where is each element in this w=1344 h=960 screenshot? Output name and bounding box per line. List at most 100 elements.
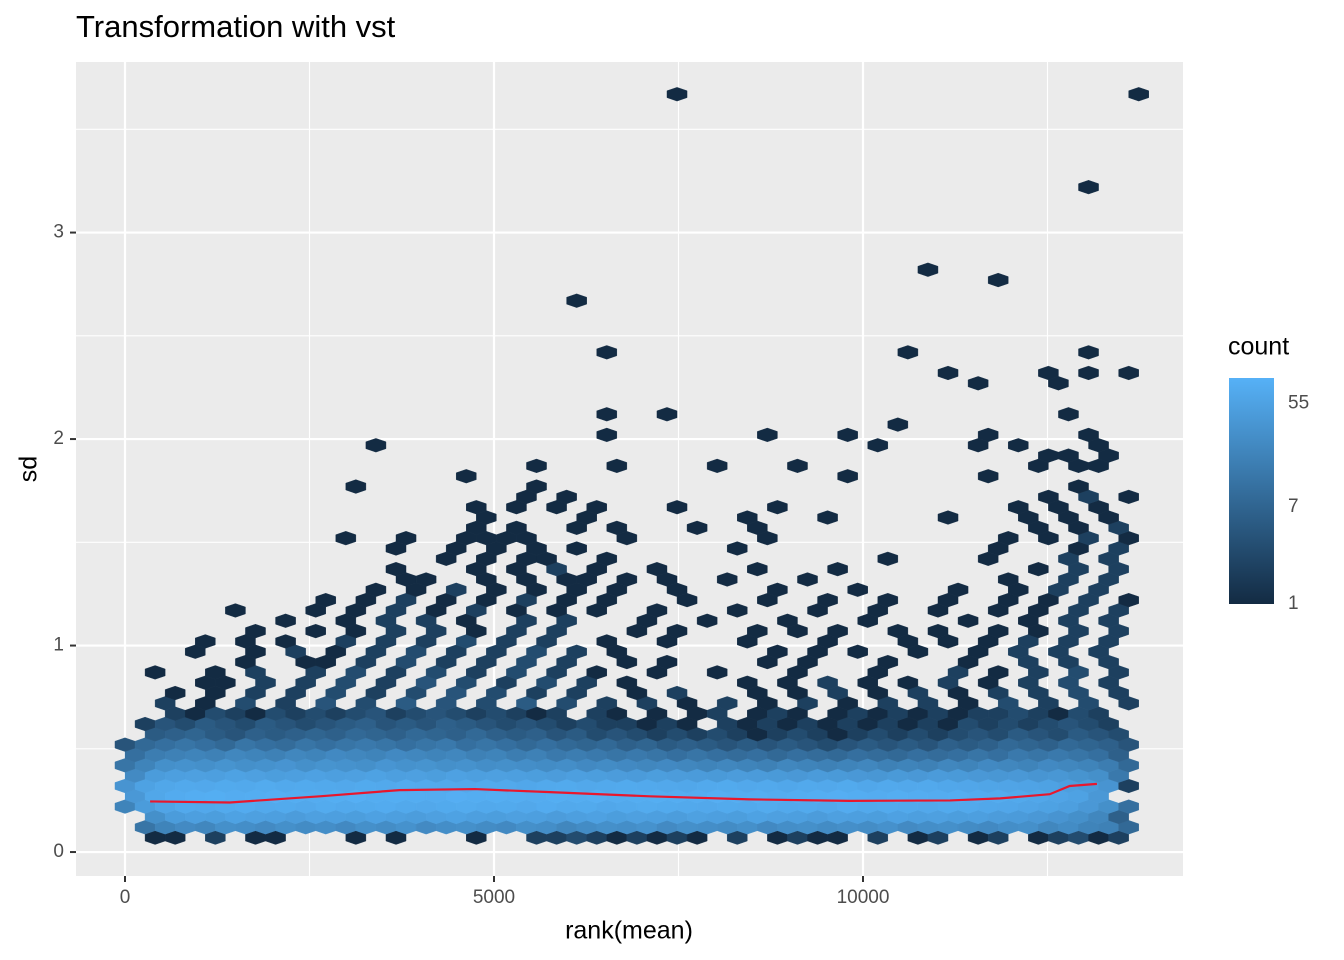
hexbin [1058,448,1079,463]
hexbin [817,675,838,690]
hexbin [767,582,788,597]
hexbin [797,572,818,587]
trend-line [150,782,1098,804]
hexbin [987,665,1009,680]
hexbin [827,623,848,639]
x-tick-label: 5000 [473,887,515,908]
hexbin [767,644,788,659]
hexbin [847,582,868,597]
hexbin [877,551,899,566]
y-tick-label: 1 [53,635,64,656]
hexbin [706,665,728,680]
hexbin [757,427,778,443]
hexbin [205,665,226,680]
hexbin [556,489,577,504]
hexbin [817,510,838,525]
x-axis-label: rank(mean) [565,917,693,945]
hexbin [656,654,678,670]
hexbin [987,272,1009,288]
hexbin [315,593,336,608]
hexbin [526,458,547,474]
hexbin [998,572,1019,587]
hexbin [706,458,728,474]
hexbin [275,613,296,628]
hexbin [596,427,618,443]
hexbin [646,562,668,577]
hexbin [877,654,899,670]
hexbin [666,87,688,102]
hexbin [506,520,527,535]
legend-tick-label: 7 [1288,496,1299,517]
y-tick-label: 2 [53,428,64,449]
hexbin [686,520,708,535]
colorbar [1229,378,1274,604]
hexbin [225,603,246,618]
hexbin [1058,407,1079,422]
hexbin [365,582,387,597]
hexbin [1038,365,1059,381]
hexbin [1078,365,1099,381]
hexbin [777,613,798,628]
x-tick-label: 0 [120,887,131,908]
chart-title: Transformation with vst [76,9,396,44]
hexbin [596,407,618,422]
y-axis-label: sd [15,456,43,482]
hexbin [395,531,417,546]
hexbin [144,665,166,680]
hexbin [1128,87,1149,102]
hexbin [164,685,186,701]
hexbin [335,531,357,546]
hexbin [1078,427,1099,443]
hexbin [616,675,638,690]
hexbin [1008,438,1029,453]
hexbin [887,623,909,639]
hexbin [466,500,487,515]
hexbin [977,469,999,484]
hexbin [897,675,919,690]
hexbin [937,510,959,525]
hexbin [747,562,768,577]
hexbin [596,345,618,360]
hexbin [566,644,587,659]
hexbin [727,541,748,556]
hexbin [596,634,618,649]
hexbin [1028,562,1049,577]
hexbin [696,613,718,628]
hexbin [1038,489,1059,504]
hexbin [566,541,587,556]
hexbin [947,582,969,597]
hexbin [887,417,909,432]
hexbin [917,262,939,277]
hexbin [646,603,668,618]
hexbin [998,531,1019,546]
hexbin [847,644,868,659]
hexbin [1118,365,1139,381]
hexbin [1118,593,1139,608]
hexbin [987,623,1009,639]
hexbin [526,479,547,494]
hexbin [747,623,768,639]
hexbin [1008,500,1029,515]
hexbin [837,469,858,484]
hexbin [365,438,387,453]
hexbin [957,613,979,628]
hexbin [586,665,607,680]
hexbin [967,376,989,391]
hexbin [937,365,959,381]
hexbin [877,593,899,608]
hexbin [666,500,688,515]
hexbin [195,634,216,649]
hexbin [837,427,858,443]
hexbin [666,623,688,639]
hexbin [827,562,848,577]
legend-title: count [1228,333,1289,361]
y-tick-label: 3 [53,222,64,243]
hexbin [596,696,618,711]
hexbin [977,427,999,443]
hexbin [867,438,888,453]
hexbin [1078,345,1099,360]
hexbin [927,623,949,639]
hexbin [616,572,638,587]
hexbin [606,520,628,535]
